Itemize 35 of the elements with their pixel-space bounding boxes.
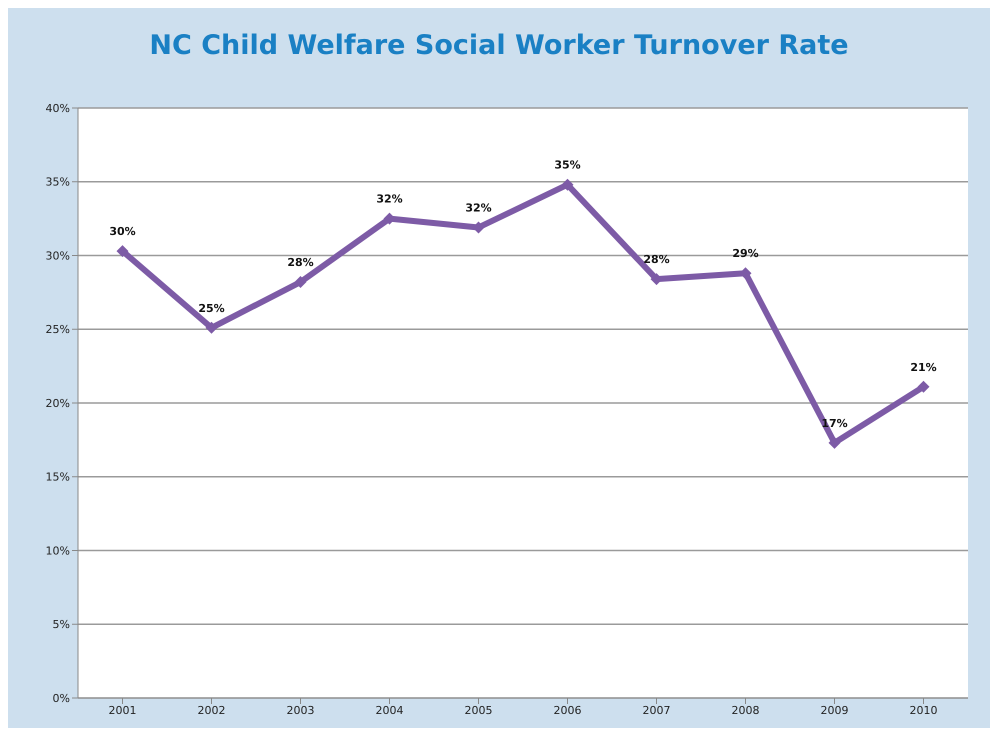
chart-title: NC Child Welfare Social Worker Turnover Rate — [148, 30, 850, 61]
y-tick-label: 35% — [46, 176, 70, 189]
point — [918, 380, 930, 393]
point — [828, 436, 840, 449]
x-tick-label: 2010 — [910, 704, 938, 717]
data-label: 32% — [465, 201, 492, 214]
y-tick-label: 10% — [46, 544, 70, 558]
x-tick-label: 2003 — [286, 704, 314, 717]
x-tick-label: 2007 — [642, 704, 670, 717]
data-label: 25% — [198, 302, 225, 315]
y-tick-label: 30% — [46, 249, 70, 262]
data-label: 29% — [732, 247, 759, 260]
x-tick-label: 2001 — [108, 704, 136, 717]
data-label: 21% — [910, 360, 937, 374]
y-tick-label: 40% — [46, 102, 70, 115]
point — [116, 245, 128, 258]
data-label: 32% — [376, 192, 403, 206]
y-tick-label: 15% — [46, 470, 70, 484]
x-tick-label: 2008 — [732, 704, 760, 717]
point — [294, 276, 306, 288]
data-label: 28% — [287, 256, 314, 270]
point — [562, 178, 574, 191]
y-tick-label: 5% — [52, 618, 70, 632]
y-tick-label: 25% — [46, 323, 70, 336]
point — [206, 322, 218, 334]
x-tick-label: 2009 — [820, 704, 848, 717]
data-label: 35% — [554, 158, 581, 172]
y-tick-label: 0% — [52, 692, 70, 705]
data-label: 30% — [109, 225, 136, 238]
y-tick-label: 20% — [46, 396, 70, 410]
x-tick-label: 2004 — [376, 704, 404, 717]
data-label: 28% — [643, 253, 670, 266]
x-tick-label: 2006 — [554, 704, 582, 717]
x-tick-label: 2005 — [464, 704, 492, 717]
x-tick-label: 2002 — [198, 704, 226, 717]
